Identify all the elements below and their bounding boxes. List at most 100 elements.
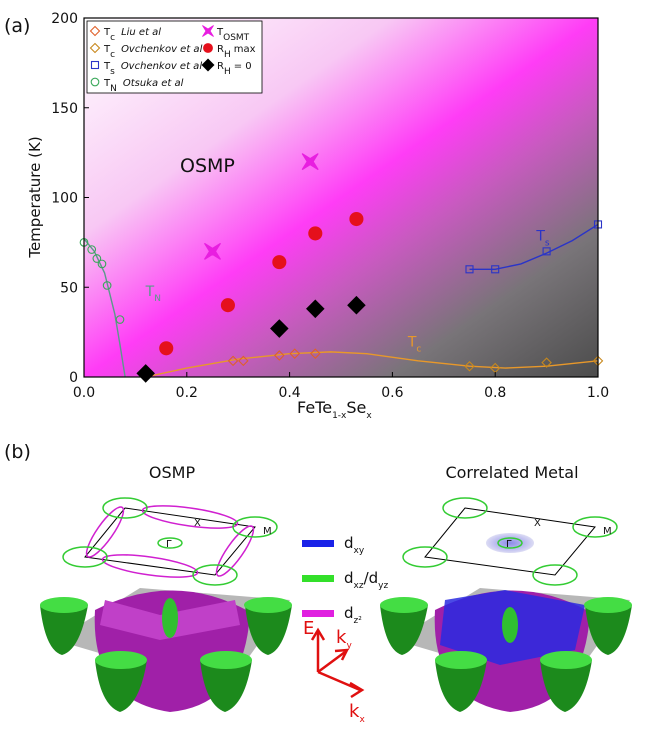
legend-label: Tc Liu et al bbox=[103, 27, 161, 43]
y-tick-label: 150 bbox=[51, 101, 78, 117]
fermi-surface-metal bbox=[380, 497, 632, 712]
curve-label-part: s bbox=[545, 239, 550, 249]
legend-label: RH max bbox=[217, 44, 256, 60]
legend-label-part: T bbox=[103, 27, 111, 38]
x-axis-label-part: x bbox=[366, 411, 372, 421]
curve-label-part: T bbox=[145, 284, 155, 300]
k-point: X bbox=[534, 518, 541, 529]
dxz-contour bbox=[532, 564, 578, 586]
x-tick-label: 1.0 bbox=[587, 385, 609, 401]
dxz-contour bbox=[572, 516, 618, 538]
marker bbox=[92, 254, 102, 263]
legend-note: Ovchenkov et al bbox=[121, 61, 203, 72]
legend-note: Ovchenkov et al bbox=[121, 44, 203, 55]
dxz-cone bbox=[380, 605, 428, 655]
marker bbox=[289, 348, 301, 359]
curve-label-part: T bbox=[535, 229, 545, 245]
y-axis-label: Temperature (K) bbox=[26, 136, 44, 258]
dxz-cone bbox=[435, 660, 487, 712]
fit-curve bbox=[83, 238, 126, 378]
k-axes bbox=[310, 627, 365, 699]
gamma-contour bbox=[157, 537, 183, 549]
dxz-cone bbox=[435, 651, 487, 669]
dxz-contour bbox=[442, 497, 488, 519]
orbital-swatch bbox=[302, 540, 334, 547]
orbital-label-part: xz bbox=[354, 581, 364, 591]
dxz-cone bbox=[380, 597, 428, 613]
marker bbox=[464, 360, 475, 372]
marker bbox=[136, 364, 155, 383]
dxz-cone bbox=[584, 597, 632, 613]
legend-label-part: c bbox=[110, 33, 115, 43]
dxz-contour bbox=[102, 497, 148, 519]
marker bbox=[306, 299, 325, 319]
y-tick-label: 200 bbox=[51, 11, 78, 27]
legend-note: Liu et al bbox=[121, 27, 161, 38]
marker bbox=[89, 42, 101, 54]
orbital-label-part: xy bbox=[354, 546, 365, 556]
legend-label-part: c bbox=[110, 50, 115, 60]
orbital-swatch bbox=[302, 610, 334, 617]
legend-label-part: = 0 bbox=[234, 61, 252, 72]
panel-title: OSMP bbox=[149, 463, 196, 482]
marker bbox=[349, 211, 364, 227]
marker bbox=[87, 245, 97, 254]
dxy-contour bbox=[486, 533, 534, 553]
legend-label-part: H bbox=[224, 50, 231, 60]
legend-label-part: OSMT bbox=[223, 33, 250, 43]
marker bbox=[274, 350, 285, 361]
fit-curve bbox=[469, 223, 599, 270]
curve-label-part: c bbox=[416, 344, 421, 354]
y-tick-label: 50 bbox=[60, 280, 78, 296]
orbital-label: dz² bbox=[344, 604, 362, 626]
legend-note: Otsuka et al bbox=[123, 78, 184, 89]
marker bbox=[203, 43, 213, 53]
legend-label-part: H bbox=[224, 67, 231, 77]
orbital-label-part: d bbox=[344, 534, 354, 552]
brillouin-zone bbox=[84, 507, 256, 576]
x-tick-label: 0.4 bbox=[278, 385, 300, 401]
legend-label-part: R bbox=[217, 61, 224, 72]
marker bbox=[204, 242, 221, 260]
dxz-contour bbox=[192, 564, 238, 586]
marker bbox=[102, 281, 112, 290]
curve-label: Ts bbox=[535, 229, 550, 249]
legend-label: RH = 0 bbox=[217, 61, 252, 77]
k-point: Γ bbox=[166, 539, 172, 550]
gamma-contour bbox=[497, 537, 523, 549]
marker bbox=[301, 153, 319, 171]
dz2-contour bbox=[215, 525, 255, 577]
gamma-pocket bbox=[162, 598, 178, 638]
marker bbox=[97, 259, 107, 269]
orbital-label-part: yz bbox=[378, 581, 388, 591]
panel-label: (b) bbox=[4, 441, 31, 463]
x-tick-label: 0.8 bbox=[484, 385, 506, 401]
legend-label-part: T bbox=[103, 78, 111, 89]
marker bbox=[159, 341, 174, 356]
dz2-contour bbox=[141, 505, 239, 529]
legend-label-part: s bbox=[110, 67, 115, 77]
legend-box bbox=[86, 20, 263, 94]
fit-curve bbox=[145, 351, 599, 378]
marker bbox=[90, 60, 100, 70]
axis-kx-part: x bbox=[359, 715, 365, 725]
curve-label-part: N bbox=[154, 294, 161, 304]
axis-ky-part: y bbox=[346, 641, 352, 651]
legend-label: TN Otsuka et al bbox=[103, 78, 184, 94]
marker bbox=[541, 357, 552, 368]
orbital-label: dxy bbox=[344, 534, 365, 556]
marker bbox=[491, 265, 500, 274]
marker bbox=[227, 355, 239, 367]
marker bbox=[310, 348, 321, 359]
marker bbox=[201, 58, 215, 72]
legend-label-part: R bbox=[217, 44, 224, 55]
curve-label: TN bbox=[145, 284, 161, 304]
curve-label: Tc bbox=[407, 334, 422, 354]
x-axis-label-part: Se bbox=[346, 398, 366, 417]
legend-label-part: T bbox=[103, 44, 111, 55]
k-point: X bbox=[194, 518, 201, 529]
legend-label-part: T bbox=[103, 61, 111, 72]
dxz-cone bbox=[40, 605, 88, 655]
legend-label: Ts Ovchenkov et al bbox=[103, 61, 202, 77]
